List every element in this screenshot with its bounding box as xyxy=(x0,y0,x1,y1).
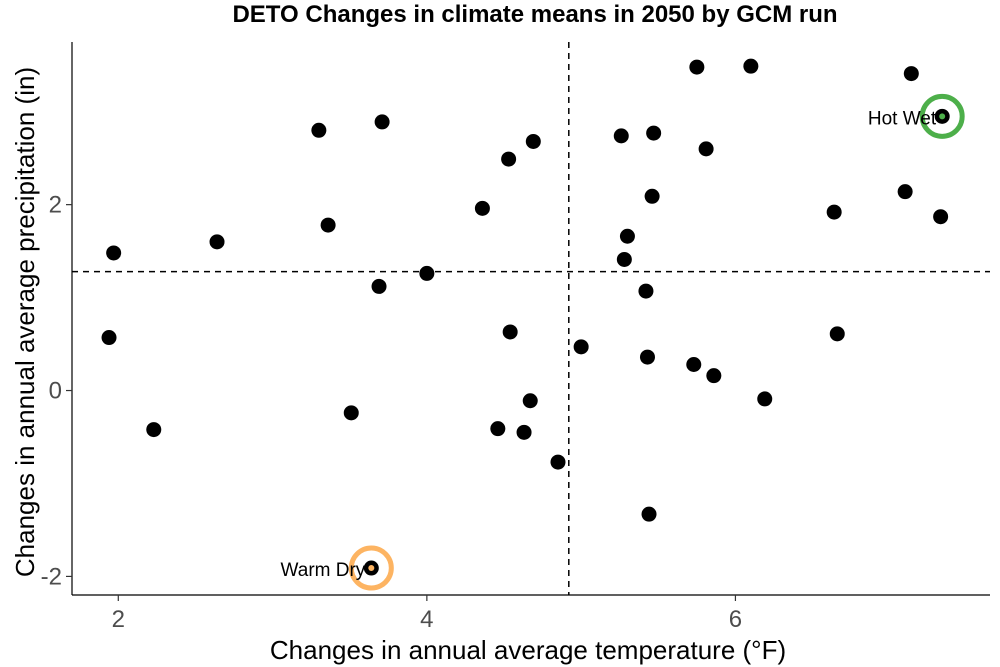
highlight-center xyxy=(939,113,946,120)
data-point xyxy=(146,422,162,438)
data-point xyxy=(619,228,635,244)
data-point xyxy=(641,506,657,522)
reference-lines xyxy=(72,42,990,595)
data-point xyxy=(639,349,655,365)
data-point xyxy=(698,141,714,157)
data-point xyxy=(209,234,225,250)
data-point xyxy=(757,391,773,407)
data-point xyxy=(933,209,949,225)
x-tick-label: 6 xyxy=(729,606,742,633)
data-point xyxy=(419,265,435,281)
data-point xyxy=(646,125,662,141)
highlight-ring xyxy=(348,545,394,591)
data-point xyxy=(897,184,913,200)
highlight-label: Warm Dry xyxy=(281,560,366,581)
data-point xyxy=(573,339,589,355)
data-point xyxy=(525,133,541,149)
data-point xyxy=(474,200,490,216)
data-point xyxy=(371,278,387,294)
y-axis-label: Changes in annual average precipitation … xyxy=(10,67,40,577)
highlight-ring xyxy=(919,93,965,139)
y-tick-label: -2 xyxy=(41,563,62,590)
data-point xyxy=(706,368,722,384)
data-point xyxy=(101,330,117,346)
data-point xyxy=(343,405,359,421)
highlight-center xyxy=(368,565,375,572)
highlight-label: Hot Wet xyxy=(868,108,937,129)
y-tick-label: 0 xyxy=(49,378,62,405)
data-points xyxy=(101,58,950,576)
axis-ticks: 2 4 6 -2 0 2 xyxy=(41,192,742,633)
data-point xyxy=(374,114,390,130)
data-point xyxy=(501,151,517,167)
data-point xyxy=(826,204,842,220)
x-tick-label: 4 xyxy=(420,606,433,633)
data-point xyxy=(522,393,538,409)
data-point xyxy=(106,245,122,261)
data-point xyxy=(320,217,336,233)
data-point xyxy=(616,251,632,267)
highlight-rings: Hot Wet Warm Dry xyxy=(281,93,965,591)
data-point xyxy=(502,324,518,340)
data-point xyxy=(903,66,919,82)
data-point xyxy=(613,128,629,144)
chart-title: DETO Changes in climate means in 2050 by… xyxy=(232,1,837,28)
data-point xyxy=(829,326,845,342)
y-tick-label: 2 xyxy=(49,192,62,219)
data-point xyxy=(516,424,532,440)
x-axis-label: Changes in annual average temperature (°… xyxy=(270,635,786,665)
data-point xyxy=(686,357,702,373)
data-point xyxy=(311,122,327,138)
data-point xyxy=(743,58,759,74)
data-point xyxy=(638,283,654,299)
data-point xyxy=(490,421,506,437)
x-tick-label: 2 xyxy=(112,606,125,633)
data-point xyxy=(644,188,660,204)
data-point xyxy=(550,454,566,470)
data-point xyxy=(689,59,705,75)
